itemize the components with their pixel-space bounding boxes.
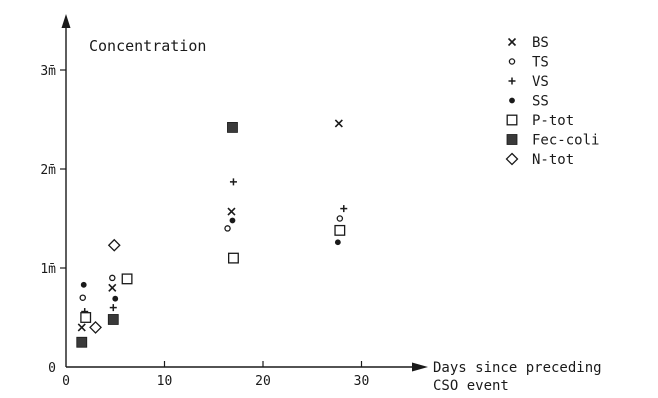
legend-label: VS (532, 74, 549, 90)
series-fec-coli (76, 122, 238, 348)
data-point (77, 323, 86, 332)
y-tick-label: 2m̄ (40, 163, 56, 178)
data-point (76, 336, 88, 348)
data-point (108, 283, 117, 292)
data-point (336, 215, 344, 222)
y-tick-label: 3m̄ (40, 64, 56, 79)
x-tick-label: 20 (255, 374, 271, 389)
data-point (109, 274, 116, 282)
legend-marker (508, 77, 516, 85)
legend-label: TS (532, 55, 549, 71)
legend-label: Fec-coli (532, 133, 599, 149)
data-point (229, 217, 236, 224)
x-axis-label-line-2: CSO event (433, 378, 509, 394)
data-point (334, 119, 343, 128)
ticks: 0 10 20 30 0 1m̄ 2m̄ 3m̄ (40, 64, 369, 389)
legend-label: SS (532, 94, 549, 110)
x-axis-arrowhead (412, 362, 428, 372)
legend-marker (508, 58, 516, 65)
legend-marker (505, 152, 519, 166)
data-point (112, 295, 119, 302)
data-point (227, 207, 236, 216)
legend-item: P-tot (506, 113, 574, 129)
y-tick-label: 1m̄ (40, 262, 56, 277)
legend-label: P-tot (532, 113, 574, 129)
data-point (227, 122, 238, 133)
legend-marker (506, 114, 518, 126)
legend-item: SS (509, 94, 549, 110)
data-point (107, 314, 119, 325)
data-point (227, 252, 239, 264)
series-vs (81, 178, 348, 316)
data-point (80, 312, 92, 323)
legend-marker (507, 37, 517, 47)
x-axis-label-line-1: Days since preceding (433, 360, 602, 376)
x-tick-label: 30 (354, 374, 370, 389)
legend-item: N-tot (505, 152, 574, 168)
series-p-tot (80, 224, 346, 323)
data-point (224, 225, 231, 232)
data-point (229, 178, 237, 186)
data-point (79, 294, 86, 301)
data-point (80, 281, 87, 288)
data-point (109, 304, 117, 312)
legend-item: VS (508, 74, 549, 90)
y-axis-arrowhead (61, 14, 71, 28)
x-tick-label: 10 (157, 374, 173, 389)
legend-item: TS (508, 55, 549, 71)
axes (61, 14, 428, 372)
legend-marker (506, 134, 518, 145)
data-point (334, 239, 341, 246)
data-point (107, 238, 121, 252)
legend: BS TS VS SS P-tot Fec-coli N-tot (505, 35, 599, 168)
series-ss (80, 217, 341, 302)
legend-item: Fec-coli (506, 133, 599, 149)
legend-label: N-tot (532, 152, 574, 168)
data-point (121, 273, 133, 285)
y-tick-label: 0 (48, 361, 56, 376)
legend-marker (509, 97, 515, 104)
series-n-tot (89, 238, 121, 334)
legend-label: BS (532, 35, 549, 51)
chart-title: Concentration (89, 37, 206, 55)
data-point (340, 205, 348, 213)
data-marks (76, 119, 348, 348)
data-point (89, 320, 102, 334)
data-point (334, 224, 346, 236)
series-ts (79, 215, 344, 301)
x-tick-label: 0 (62, 374, 70, 389)
legend-item: BS (507, 35, 549, 51)
series-bs (77, 119, 343, 332)
